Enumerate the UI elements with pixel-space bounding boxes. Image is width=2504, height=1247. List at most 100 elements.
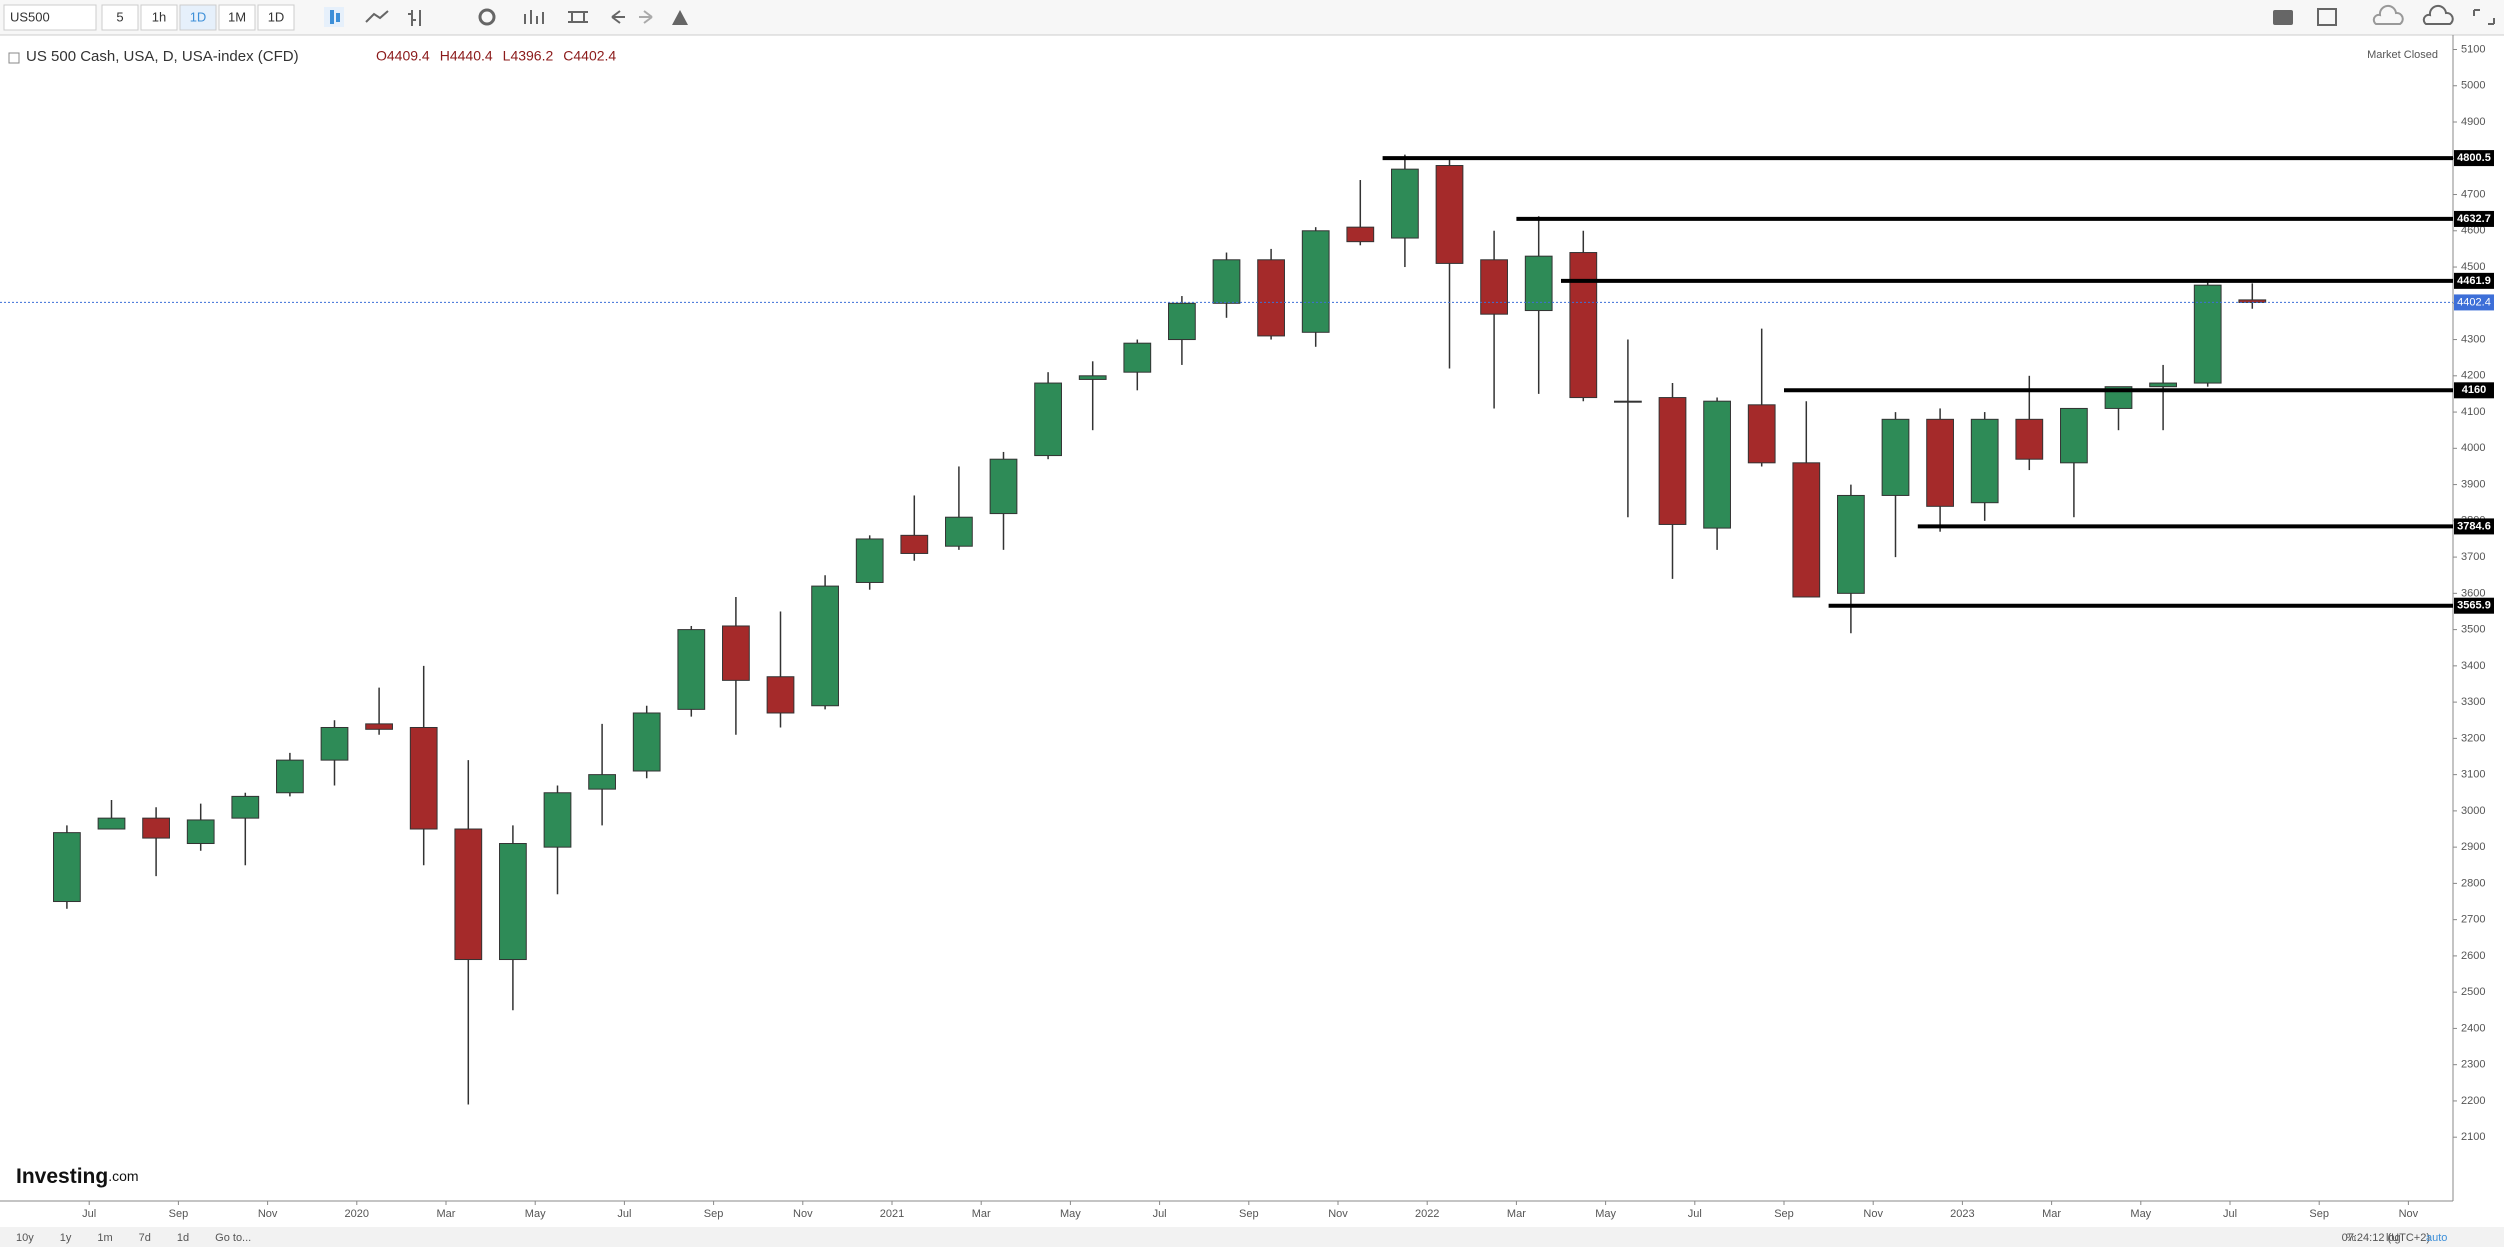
bar-icon[interactable] <box>408 10 421 26</box>
level-tag <box>2454 382 2494 399</box>
market-status: Market Closed <box>2367 49 2438 61</box>
candle-body <box>1792 462 1821 598</box>
level-label: 4800.5 <box>2457 152 2491 164</box>
undo-icon[interactable] <box>611 10 625 24</box>
candle-body <box>2060 407 2088 464</box>
candle-body <box>97 817 126 830</box>
range-button[interactable]: 1m <box>97 1232 112 1244</box>
level-label: 3784.6 <box>2457 520 2491 532</box>
x-tick-label: May <box>1060 1208 1081 1220</box>
level-label: 4461.9 <box>2457 275 2491 287</box>
indicators-icon[interactable] <box>524 10 544 24</box>
candle-body <box>1480 259 1508 315</box>
candle-body <box>1212 259 1241 304</box>
level-label: 3565.9 <box>2457 600 2491 612</box>
candle-body <box>499 843 527 961</box>
scale-option[interactable]: auto <box>2426 1232 2447 1244</box>
interval-button[interactable] <box>257 4 295 31</box>
cloud-save-icon[interactable] <box>2422 4 2454 25</box>
interval-button[interactable] <box>179 4 217 31</box>
interval-button[interactable] <box>140 4 178 31</box>
cloud-icon[interactable] <box>2372 4 2404 25</box>
candle-body <box>1881 418 1910 496</box>
level-label: 4632.7 <box>2457 213 2491 225</box>
candle-body <box>53 832 81 903</box>
level-label: 4160 <box>2462 384 2486 396</box>
candle-body <box>1658 397 1687 525</box>
x-tick-label: 2020 <box>345 1208 369 1220</box>
scale-option[interactable]: log <box>2386 1232 2401 1244</box>
layout-icon[interactable] <box>2317 8 2337 26</box>
candle-body <box>186 819 215 845</box>
interval-label[interactable]: 1D <box>268 9 285 24</box>
candle-body <box>632 712 661 772</box>
collapse-icon[interactable] <box>8 52 20 64</box>
line-icon[interactable] <box>365 10 389 23</box>
logo-suffix: .com <box>108 1168 138 1184</box>
candle-body <box>811 585 839 707</box>
y-tick-label: 4100 <box>2461 406 2485 418</box>
x-tick-label: Mar <box>1507 1208 1526 1220</box>
y-tick-label: 3100 <box>2461 769 2485 781</box>
interval-button[interactable] <box>218 4 256 31</box>
range-button[interactable]: 1d <box>177 1232 189 1244</box>
ohlc-value: O4409.4 <box>376 48 430 64</box>
candle-body <box>1970 418 1999 504</box>
interval-label[interactable]: 1h <box>152 9 166 24</box>
interval-label[interactable]: 5 <box>116 9 123 24</box>
x-tick-label: Mar <box>972 1208 991 1220</box>
last-price-label: 4402.4 <box>2457 296 2491 308</box>
y-tick-label: 4700 <box>2461 188 2485 200</box>
candle-body <box>855 538 884 583</box>
x-tick-label: Jul <box>1153 1208 1167 1220</box>
fullscreen-icon[interactable] <box>2473 9 2495 25</box>
interval-label[interactable]: 1M <box>228 9 246 24</box>
ohlc-value: C4402.4 <box>563 48 616 64</box>
y-tick-label: 5000 <box>2461 80 2485 92</box>
alert-icon[interactable] <box>672 10 688 25</box>
compare-icon[interactable] <box>568 11 588 23</box>
candle-body <box>1078 375 1107 380</box>
logo-name: Investing <box>16 1165 108 1188</box>
x-tick-label: May <box>1595 1208 1616 1220</box>
range-button[interactable]: 7d <box>139 1232 151 1244</box>
y-tick-label: 3200 <box>2461 732 2485 744</box>
candle-body <box>2149 382 2177 388</box>
y-tick-label: 5100 <box>2461 43 2485 55</box>
x-tick-label: Sep <box>1239 1208 1259 1220</box>
camera-icon[interactable] <box>2273 10 2293 25</box>
settings-icon[interactable] <box>478 8 496 26</box>
x-tick-label: 2021 <box>880 1208 904 1220</box>
candle-body <box>1168 302 1196 341</box>
y-tick-label: 2300 <box>2461 1059 2485 1071</box>
y-tick-label: 3300 <box>2461 696 2485 708</box>
range-button[interactable]: Go to... <box>215 1232 251 1244</box>
candle-body <box>1747 404 1776 464</box>
candle-body <box>945 516 973 547</box>
y-tick-label: 2100 <box>2461 1131 2485 1143</box>
interval-button[interactable] <box>101 4 139 31</box>
x-tick-label: Mar <box>437 1208 456 1220</box>
interval-label[interactable]: 1D <box>190 9 207 24</box>
scale-option[interactable]: % <box>2346 1232 2356 1244</box>
x-tick-label: Nov <box>1328 1208 1348 1220</box>
x-tick-label: 2022 <box>1415 1208 1439 1220</box>
x-tick-label: Nov <box>2399 1208 2419 1220</box>
x-tick-label: Nov <box>1863 1208 1883 1220</box>
y-tick-label: 4000 <box>2461 442 2485 454</box>
y-tick-label: 2500 <box>2461 986 2485 998</box>
symbol-box[interactable] <box>3 4 97 31</box>
x-tick-label: Nov <box>258 1208 278 1220</box>
redo-icon[interactable] <box>639 10 653 24</box>
range-button[interactable]: 10y <box>16 1232 34 1244</box>
range-button[interactable]: 1y <box>60 1232 72 1244</box>
y-tick-label: 3700 <box>2461 551 2485 563</box>
candle-body <box>365 723 393 730</box>
candle-body <box>1123 342 1152 373</box>
symbol[interactable]: US500 <box>10 9 50 24</box>
candle-body <box>588 774 616 790</box>
candle-body <box>677 629 706 710</box>
candle-body <box>2193 284 2222 384</box>
candle-body <box>989 458 1018 515</box>
